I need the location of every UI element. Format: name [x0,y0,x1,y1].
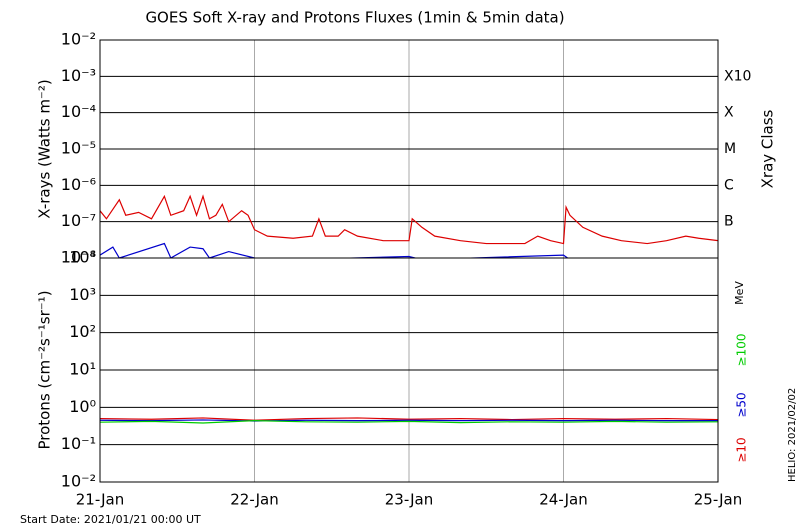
legend-label: ≥100 [735,334,749,367]
y2-tick-label: M [724,141,736,157]
y-tick-label: 10⁻⁸ [61,248,96,267]
series-line [100,417,718,421]
legend-label: ≥50 [735,392,749,417]
plot-area [100,417,718,424]
y-tick-label: 10⁻⁴ [61,102,96,121]
y-tick-label: 10⁻³ [61,66,96,85]
y2-tick-label: X [724,105,734,121]
legend-label: ≥10 [735,437,749,462]
y2-tick-label: B [724,214,734,230]
plot-frame [99,257,719,483]
x-tick-label: 25-Jan [694,491,742,509]
y-tick-label: 10⁻² [61,30,96,49]
helio-date: HELIO: 2021/02/02 [787,388,798,482]
series-line [100,419,718,422]
y-tick-label: 10⁻⁷ [61,211,96,230]
x-tick-label: 24-Jan [539,491,587,509]
start-date: Start Date: 2021/01/21 00:00 UT [20,513,201,526]
y-axis-label: Protons (cm⁻²s⁻¹sr⁻¹) [36,290,54,449]
x-tick-label: 22-Jan [230,491,278,509]
y-axis-label: X-rays (Watts m⁻²) [36,79,54,218]
x-tick-label: 23-Jan [385,491,433,509]
chart-title: GOES Soft X-ray and Protons Fluxes (1min… [145,9,564,27]
y-tick-label: 10³ [69,285,96,304]
y-tick-label: 10⁰ [69,397,96,416]
y-tick-label: 10² [69,322,96,341]
y-tick-label: 10⁻² [61,472,96,491]
y2-axis-label: Xray Class [759,109,777,188]
y-tick-label: 10⁻⁵ [61,139,96,158]
y2-tick-label: C [724,177,734,193]
y2-tick-label: X10 [724,68,751,84]
y-tick-label: 10⁴ [69,248,96,267]
plot-area [100,194,718,258]
y-tick-label: 10⁻⁶ [61,175,96,194]
series-line [100,420,718,424]
y-tick-label: 10⁻¹ [61,434,96,453]
y-tick-label: 10¹ [69,360,96,379]
series-line [100,242,569,258]
series-line [100,194,718,245]
x-tick-label: 21-Jan [76,491,124,509]
unit-label: MeV [733,281,746,305]
